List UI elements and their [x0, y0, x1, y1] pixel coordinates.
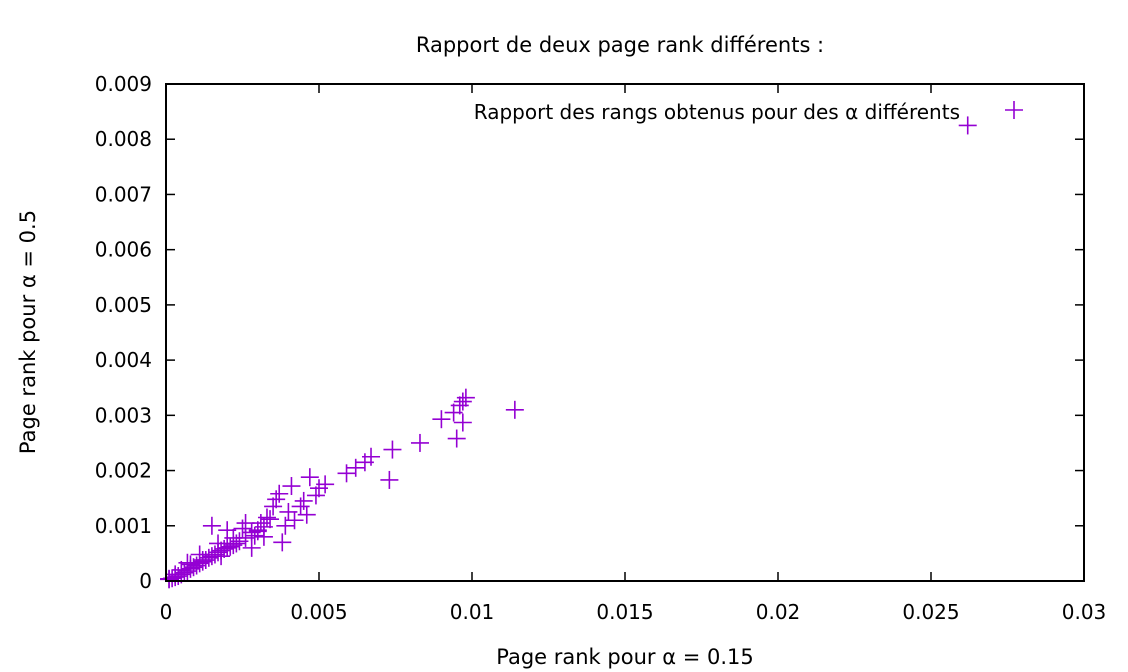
y-tick-label: 0.005 — [95, 293, 152, 317]
data-point — [181, 555, 200, 574]
data-points — [160, 116, 977, 589]
data-point — [190, 545, 209, 564]
data-point — [279, 502, 298, 521]
y-tick-label: 0.008 — [95, 127, 152, 151]
x-tick-label: 0.025 — [902, 600, 959, 624]
data-point — [291, 497, 310, 516]
data-point — [447, 429, 466, 448]
legend-marker — [1005, 101, 1023, 119]
x-tick-label: 0.02 — [756, 600, 801, 624]
data-point — [355, 453, 374, 472]
data-point — [383, 440, 402, 459]
plot-frame — [165, 83, 1085, 582]
data-point — [178, 553, 197, 572]
data-point — [224, 528, 243, 547]
data-point — [267, 490, 286, 509]
data-point — [337, 464, 356, 483]
data-point — [410, 433, 429, 452]
y-tick-label: 0.001 — [95, 514, 152, 538]
data-point — [453, 392, 472, 411]
data-point — [276, 516, 295, 535]
data-point — [209, 534, 228, 553]
x-axis-ticks: 0 0.005 0.01 0.015 0.02 0.025 0.03 — [160, 84, 1107, 624]
x-tick-label: 0.015 — [596, 600, 653, 624]
x-tick-label: 0.03 — [1062, 600, 1107, 624]
y-tick-label: 0.003 — [95, 403, 152, 427]
data-point — [264, 497, 283, 516]
data-point — [380, 470, 399, 489]
data-point — [236, 514, 255, 533]
data-point — [444, 403, 463, 422]
data-point — [432, 410, 451, 429]
data-point — [242, 538, 261, 557]
data-point — [310, 479, 328, 498]
y-tick-label: 0 — [139, 569, 152, 593]
data-point — [202, 516, 221, 535]
data-point — [306, 486, 325, 505]
y-tick-label: 0.006 — [95, 238, 152, 262]
legend-label: Rapport des rangs obtenus pour des α dif… — [474, 100, 960, 124]
data-point — [248, 521, 267, 540]
data-point — [346, 458, 365, 477]
data-point — [300, 468, 319, 487]
data-point — [273, 533, 292, 552]
x-tick-label: 0 — [160, 600, 173, 624]
x-tick-label: 0.005 — [290, 600, 347, 624]
data-point — [282, 477, 301, 496]
data-point — [505, 400, 524, 419]
y-axis-ticks: 0 0.001 0.002 0.003 0.004 0.005 0.006 0.007 0.00… — [95, 72, 1084, 593]
data-point — [261, 510, 280, 529]
x-axis-label: Page rank pour α = 0.15 — [496, 645, 754, 669]
data-point — [453, 413, 472, 432]
data-point — [212, 547, 231, 566]
chart-title: Rapport de deux page rank différents : — [416, 33, 824, 57]
data-point — [251, 514, 270, 533]
data-point — [958, 116, 977, 135]
y-axis-label: Page rank pour α = 0.5 — [16, 210, 40, 454]
y-tick-label: 0.009 — [95, 72, 152, 96]
legend-marker-symbol — [1005, 101, 1023, 119]
data-point — [160, 569, 179, 588]
legend: Rapport des rangs obtenus pour des α dif… — [474, 100, 1023, 124]
y-tick-label: 0.004 — [95, 348, 152, 372]
y-tick-label: 0.007 — [95, 182, 152, 206]
y-tick-label: 0.002 — [95, 459, 152, 483]
x-tick-label: 0.01 — [450, 600, 495, 624]
